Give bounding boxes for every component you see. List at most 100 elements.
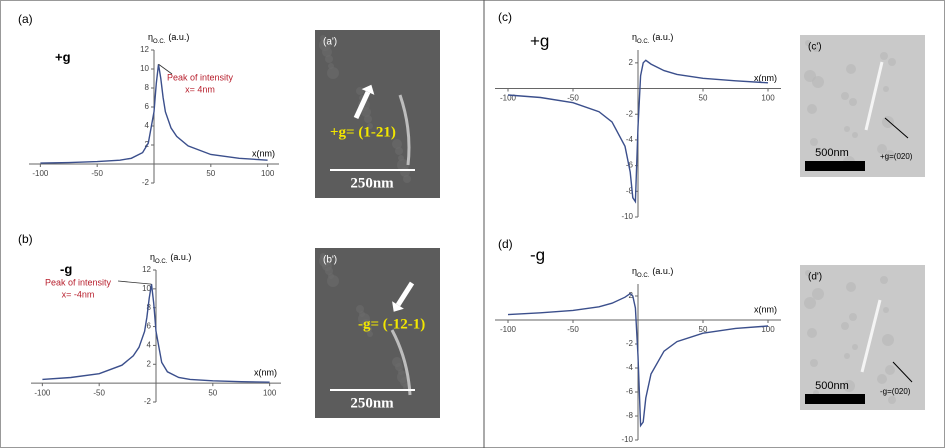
- x-tick-label: 50: [206, 169, 215, 178]
- panel-label: (c): [498, 10, 512, 24]
- texture: [805, 40, 811, 46]
- x-tick-label: -50: [567, 325, 579, 334]
- panel-label: (a): [18, 12, 33, 26]
- scale-bar-label: 250nm: [350, 395, 394, 411]
- scale-bar: [805, 394, 865, 404]
- curve: [507, 292, 769, 428]
- texture: [367, 331, 373, 337]
- texture: [812, 288, 824, 300]
- g-arrow-head: [392, 301, 404, 312]
- y-label-unit: (a.u.): [168, 32, 189, 42]
- texture: [810, 138, 818, 146]
- micrograph: [315, 30, 440, 198]
- texture: [367, 123, 373, 129]
- y-tick-label: 2: [629, 58, 634, 67]
- g-vector: +g= (1-21): [330, 124, 396, 140]
- y-tick-label: -2: [626, 339, 634, 348]
- y-label-unit: (a.u.): [652, 266, 673, 276]
- texture: [846, 282, 856, 292]
- x-tick-label: -50: [567, 94, 579, 103]
- texture: [880, 276, 888, 284]
- y-tick-label: 8: [145, 83, 150, 92]
- texture: [395, 147, 403, 155]
- texture: [804, 297, 816, 309]
- y-tick-label: 6: [147, 322, 152, 331]
- texture: [888, 58, 896, 66]
- y-tick-label: -10: [621, 212, 633, 221]
- y-tick-label: 12: [142, 265, 151, 274]
- x-tick-label: -100: [500, 94, 517, 103]
- texture: [849, 313, 857, 321]
- texture: [392, 139, 402, 149]
- defect-streak: [390, 329, 412, 396]
- y-label-symbol: η: [632, 32, 637, 42]
- g-arrow-head: [361, 84, 375, 95]
- y-tick-label: -4: [626, 363, 634, 372]
- texture: [852, 132, 858, 138]
- panel-label: (d): [498, 237, 513, 251]
- x-tick-label: 50: [208, 388, 217, 397]
- texture: [885, 150, 895, 160]
- texture: [882, 116, 894, 128]
- x-tick-label: -100: [500, 325, 517, 334]
- y-tick-label: -2: [142, 178, 150, 187]
- image-label: (d'): [808, 272, 822, 283]
- x-axis-label: x(nm): [252, 148, 275, 158]
- y-tick-label: 4: [145, 121, 150, 130]
- scale-bar: [805, 161, 865, 171]
- x-axis-label: x(nm): [754, 73, 777, 83]
- g-label: +g: [55, 49, 71, 64]
- texture: [805, 270, 811, 276]
- y-tick-label: 2: [147, 359, 152, 368]
- curve: [42, 283, 270, 383]
- x-tick-label: 100: [261, 169, 275, 178]
- x-tick-label: -100: [32, 169, 49, 178]
- texture: [844, 126, 850, 132]
- y-axis-label: ηO.C. (a.u.): [148, 32, 189, 44]
- texture: [846, 64, 856, 74]
- y-tick-label: -4: [626, 135, 634, 144]
- g-vector: -g=(020): [880, 387, 911, 396]
- y-tick-label: 12: [140, 45, 149, 54]
- y-axis-label: ηO.C. (a.u.): [150, 252, 191, 264]
- y-axis-label: ηO.C. (a.u.): [632, 266, 673, 278]
- texture: [322, 47, 332, 57]
- texture: [885, 365, 895, 375]
- y-tick-label: -6: [626, 387, 634, 396]
- y-label-subscript: O.C.: [637, 39, 650, 45]
- y-tick-label: -8: [626, 411, 634, 420]
- y-tick-label: 6: [145, 102, 150, 111]
- y-tick-label: -2: [144, 397, 152, 406]
- texture: [327, 275, 339, 287]
- texture: [877, 374, 887, 384]
- curve: [40, 64, 268, 164]
- x-tick-label: 50: [699, 94, 708, 103]
- x-tick-label: 100: [761, 325, 775, 334]
- texture: [361, 107, 371, 117]
- texture: [888, 396, 896, 404]
- image-label: (a'): [323, 37, 337, 48]
- image-label: (b'): [323, 255, 337, 266]
- y-label-subscript: O.C.: [155, 259, 168, 265]
- y-label-unit: (a.u.): [652, 32, 673, 42]
- texture: [356, 87, 364, 95]
- texture: [364, 115, 372, 123]
- texture: [883, 86, 889, 92]
- y-tick-label: 8: [147, 303, 152, 312]
- g-arrow: [395, 281, 415, 307]
- texture: [841, 92, 849, 100]
- y-label-symbol: η: [150, 252, 155, 262]
- g-arrow: [353, 90, 371, 120]
- texture: [882, 334, 894, 346]
- y-label-unit: (a.u.): [170, 252, 191, 262]
- x-tick-label: -50: [93, 388, 105, 397]
- texture: [852, 344, 858, 350]
- texture: [813, 46, 819, 52]
- texture: [325, 55, 333, 63]
- annotation: x= 4nm: [185, 84, 215, 94]
- texture: [812, 76, 824, 88]
- image-label: (c'): [808, 42, 822, 53]
- scale-bar-label: 500nm: [815, 380, 849, 392]
- texture: [849, 98, 857, 106]
